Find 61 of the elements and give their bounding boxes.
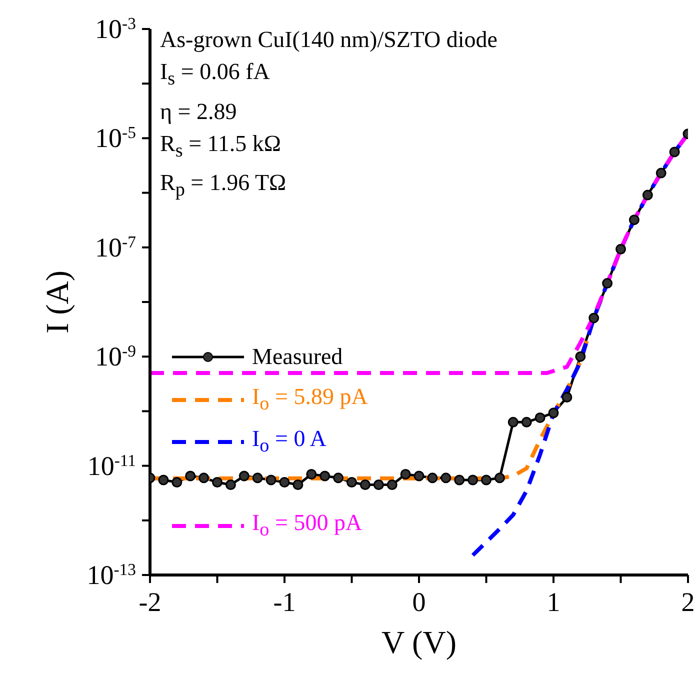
point [333,472,344,484]
x-tick-label: -2 [138,587,162,617]
point [454,474,465,486]
legend-label: I$_{o}$ = 0 A [252,426,326,458]
point [292,479,304,490]
point [656,168,666,178]
point [521,416,532,428]
point [628,214,640,226]
point [575,351,586,362]
point [427,472,438,484]
point [266,474,276,486]
y-tick-label: 10$^{-11}$ [87,450,136,481]
x-axis-title: V (V) [382,624,456,660]
x-tick-label: 2 [681,587,695,617]
point [669,146,680,158]
y-axis-title: I (A) [39,270,75,334]
y-tick-label: 10$^{-9}$ [95,341,136,372]
point [158,474,169,486]
y-tick-label: 10$^{-13}$ [86,560,136,590]
point [212,476,222,488]
point [440,472,452,484]
point [588,312,600,324]
annotation: As-grown CuI(140 nm)/SZTO diode [160,26,498,54]
annotation: I$_{s}$ = 0.06 fA [160,58,271,92]
point [225,479,236,490]
point [185,470,196,482]
point [198,472,210,484]
point [534,412,546,423]
point [642,190,653,200]
point [400,469,411,480]
point [548,408,559,418]
point [414,470,424,482]
point [468,474,478,486]
point [279,476,290,488]
point [602,278,613,289]
point [306,469,317,480]
point [481,474,492,486]
point [360,479,370,490]
point [172,476,182,488]
y-tick-label: 10$^{-3}$ [95,14,136,44]
x-tick-label: 0 [412,587,426,617]
x-tick-label: -1 [273,587,296,617]
y-tick-label: 10$^{-5}$ [95,122,136,154]
point [616,244,626,254]
point [238,470,250,482]
x-tick-label: 1 [546,587,560,617]
legend-label: I$_{o}$ = 500 pA [252,510,362,542]
y-tick-label: 10$^{-7}$ [95,232,136,262]
annotation: R$_{s}$ = 11.5 kΩ [160,130,282,164]
point [508,416,518,428]
point [494,472,505,484]
point [386,479,398,490]
point [562,392,572,403]
point [252,472,263,484]
point [346,476,357,488]
annotation: R$_{p}$ = 1.96 TΩ [160,169,288,203]
legend-label: I$_{o}$ = 5.89 pA [252,384,368,416]
legend-label: Measured [252,344,343,370]
point [320,470,330,482]
annotation: η = 2.89 [160,98,238,126]
point [373,479,384,490]
